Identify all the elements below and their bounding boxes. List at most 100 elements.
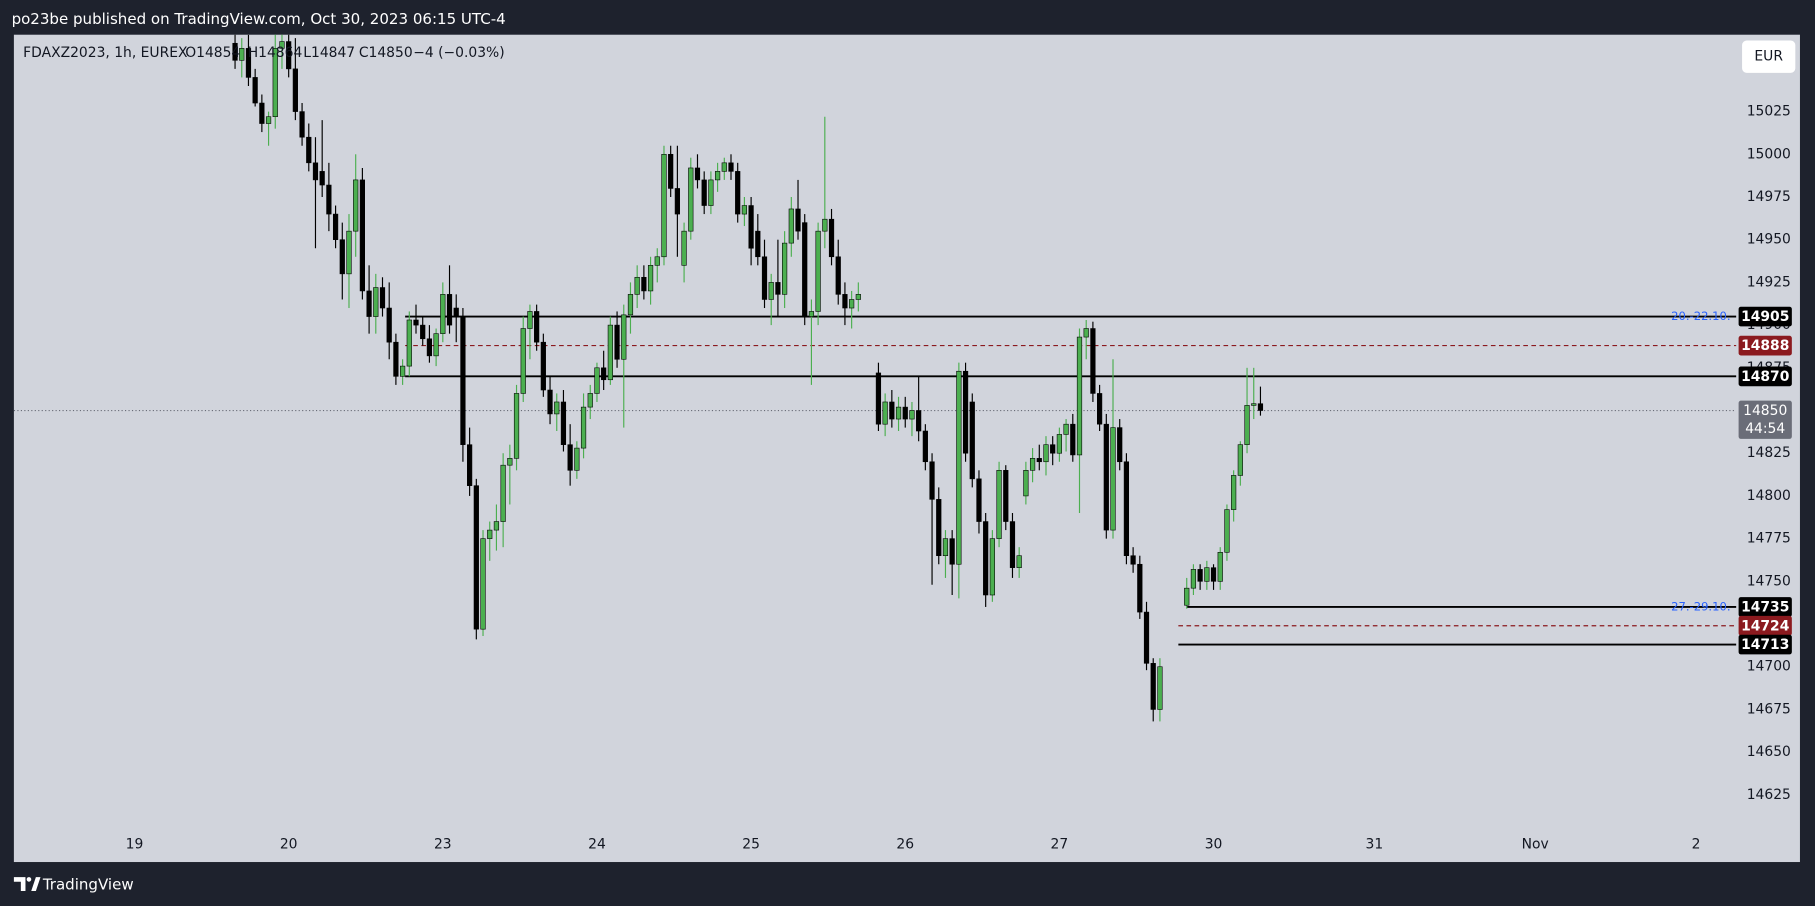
candle-body (1083, 328, 1089, 338)
candle-body (601, 367, 607, 381)
level-badge-text: 14905 (1741, 309, 1789, 325)
candle-body (996, 470, 1002, 539)
y-tick-label: 14800 (1747, 488, 1791, 504)
candle-body (386, 307, 392, 343)
candle-body (1003, 470, 1009, 522)
candle-body (1050, 444, 1056, 454)
currency-label[interactable]: EUR (1754, 49, 1783, 65)
candle-body (366, 290, 372, 317)
candle-body (513, 393, 520, 459)
candle-body (748, 205, 754, 249)
currency-button[interactable] (1742, 40, 1796, 73)
candle-body (694, 167, 701, 181)
candle-body (1237, 444, 1243, 476)
candle-body (815, 230, 821, 312)
candle-body (1056, 434, 1062, 454)
candle-body (426, 338, 433, 357)
candle-body (755, 230, 761, 258)
candle-body (1150, 663, 1156, 710)
level-badge-text: 14870 (1741, 369, 1789, 385)
candle-body (1251, 403, 1257, 406)
ohlc-change: −4 (−0.03%) (413, 45, 504, 61)
candle-body (1210, 567, 1217, 582)
candle-body (413, 319, 419, 326)
candle-body (420, 324, 426, 340)
candle-body (587, 393, 593, 408)
candle-body (239, 48, 245, 61)
candle-body (916, 410, 922, 432)
candle-body (460, 316, 466, 445)
candle-body (962, 370, 969, 454)
candle-body (1090, 328, 1096, 394)
candle-body (1076, 336, 1083, 456)
candle-body (728, 162, 734, 172)
candle-body (1029, 458, 1036, 471)
candle-body (306, 136, 312, 164)
countdown-text: 44:54 (1745, 421, 1785, 437)
candle-body (1016, 555, 1022, 568)
candle-body (621, 314, 627, 360)
level-badge (1738, 597, 1792, 617)
y-tick-label: 15000 (1747, 146, 1791, 162)
candle-body (808, 311, 815, 317)
candle-body (849, 299, 855, 309)
candle-body (929, 461, 935, 500)
candle-body (654, 256, 660, 266)
level-badge (1738, 366, 1792, 387)
candle-body (828, 218, 835, 258)
candle-body (902, 406, 908, 420)
candle-body (761, 256, 768, 300)
candle-body (614, 324, 620, 360)
chart-panel (13, 34, 1800, 863)
candle-body (487, 529, 493, 539)
candle-body (560, 401, 567, 445)
candle-body (802, 222, 808, 317)
candle-body (1036, 458, 1042, 463)
candle-body (1197, 569, 1203, 582)
candle-body (882, 401, 888, 425)
candle-body (1063, 423, 1069, 435)
candle-body (1009, 521, 1016, 568)
level-badge (1738, 335, 1792, 356)
candle-body (1231, 475, 1237, 510)
y-tick-label: 14775 (1747, 531, 1791, 547)
candle-body (1204, 567, 1210, 582)
candle-body (493, 521, 500, 531)
candle-body (835, 256, 841, 295)
candle-body (319, 171, 325, 186)
x-tick-label: 30 (1205, 837, 1223, 853)
candle-body (433, 333, 439, 357)
candle-body (795, 208, 801, 232)
candle-body (701, 179, 707, 206)
candle-body (889, 401, 895, 420)
candle-body (232, 42, 238, 61)
candle-body (279, 41, 285, 49)
candle-body (1023, 470, 1029, 497)
candle-body (688, 167, 694, 232)
candle-body (1157, 666, 1163, 710)
candle-body (1137, 563, 1143, 613)
publish-info: po23be published on TradingView.com, Oct… (12, 10, 506, 28)
candle-body (353, 179, 359, 232)
candle-body (875, 372, 882, 425)
candle-body (373, 287, 379, 317)
x-tick-label: 19 (126, 837, 144, 853)
candle-body (406, 319, 412, 367)
level-badge-text: 14735 (1741, 600, 1789, 616)
candle-body (936, 499, 942, 557)
y-tick-label: 14950 (1747, 232, 1791, 248)
candle-body (299, 111, 305, 138)
candle-body (942, 538, 949, 557)
candle-body (540, 341, 546, 391)
level-badge (1738, 306, 1792, 327)
candle-body (976, 478, 982, 522)
level-badge (1738, 634, 1792, 655)
x-tick-label: 23 (434, 837, 452, 853)
candle-body (1244, 405, 1250, 445)
candle-body (922, 430, 928, 463)
candle-body (567, 444, 573, 471)
candle-body (467, 444, 473, 486)
candle-body (668, 153, 674, 189)
level-badge (1738, 615, 1792, 636)
level-note: 27.-29.10. (1671, 599, 1730, 613)
